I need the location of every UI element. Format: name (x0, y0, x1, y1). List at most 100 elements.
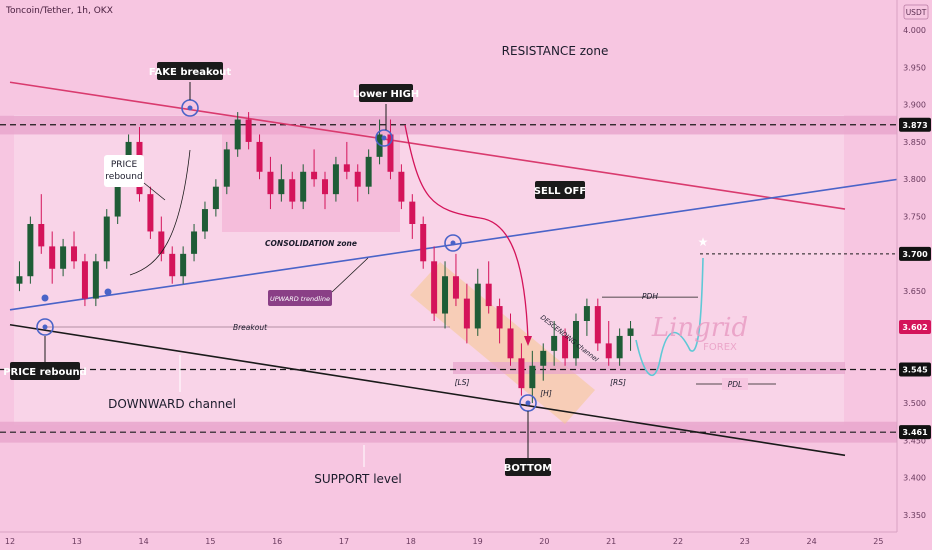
candle-body (289, 179, 296, 202)
candle-body (16, 276, 23, 284)
candle-body (507, 328, 514, 359)
candle-body (496, 306, 503, 329)
sell-off-arrow-head (524, 336, 532, 346)
candle-body (212, 186, 219, 210)
pivot-marker-dot (525, 400, 531, 406)
candle-body (311, 171, 318, 180)
candle-body (485, 283, 492, 307)
candle-body (365, 156, 372, 187)
candle-body (234, 119, 241, 150)
x-tick-label: 13 (72, 537, 82, 546)
candle-body (114, 179, 121, 217)
y-tick-label: 3.650 (903, 287, 926, 296)
upward-trendline-label: UPWARD trendline (270, 295, 330, 303)
price-tag (899, 319, 931, 334)
candle-body (223, 149, 230, 187)
x-tick-label: 17 (339, 537, 349, 546)
x-tick-label: 15 (205, 537, 215, 546)
candle-body (38, 224, 45, 247)
candle-body (27, 224, 34, 277)
pivot-marker-dot (381, 135, 387, 141)
x-tick-label: 18 (406, 537, 416, 546)
projected-path (635, 257, 704, 376)
price-tag-label: 3.700 (902, 250, 928, 259)
price-rebound-mid-label: rebound (105, 172, 142, 182)
candle-body (191, 231, 198, 254)
downward-channel-label: DOWNWARD channel (108, 397, 236, 411)
y-tick-label: 3.400 (903, 474, 926, 483)
candle-body (300, 171, 307, 202)
pivot-marker-dot (187, 105, 193, 111)
candle-body (387, 134, 394, 172)
candle-body (201, 209, 208, 232)
price-rebound-mid-box (104, 155, 144, 187)
candle-body (169, 253, 176, 277)
candle-body (474, 283, 481, 329)
candle-body (551, 335, 558, 351)
price-tag-label: 3.602 (902, 323, 927, 332)
fake-breakout-label: FAKE breakout (149, 67, 231, 78)
candle-body (147, 194, 154, 232)
price-rebound-left-label-bg (10, 362, 80, 380)
lower-high-label: Lower HIGH (353, 89, 419, 100)
candle-body (103, 216, 110, 262)
candle-body (267, 171, 274, 195)
x-tick-label: 12 (5, 537, 15, 546)
currency-label: USDT (906, 8, 927, 17)
price-rebound-left-label: PRICE rebound (3, 367, 87, 378)
upward-trendline-badge (268, 290, 332, 306)
x-tick-label: 20 (539, 537, 549, 546)
symbol-title: Toncoin/Tether, 1h, OKX (5, 6, 113, 16)
candle-body (49, 246, 56, 269)
candle-body (180, 253, 187, 277)
downward-channel-support-line (9, 323, 846, 457)
watermark-sub: FOREX (703, 342, 737, 353)
price-tag-label: 3.461 (902, 428, 928, 437)
resistance-trendline (9, 81, 846, 210)
candle-body (529, 365, 536, 389)
x-tick-label: 16 (272, 537, 282, 546)
price-tag (899, 362, 931, 377)
x-tick-label: 22 (673, 537, 683, 546)
left-shoulder-label: [LS] (455, 378, 470, 387)
candle-body (442, 276, 449, 314)
head-shoulders-neckline-box (453, 362, 845, 374)
candle-body (321, 179, 329, 195)
support-level-label: SUPPORT level (314, 472, 401, 486)
price-tag (899, 117, 931, 132)
candle-body (627, 328, 634, 336)
trendline-touch-dot (41, 294, 49, 302)
x-tick-label: 24 (807, 537, 817, 546)
candle-body (463, 298, 470, 329)
candle-body (332, 164, 339, 195)
y-tick-label: 3.350 (903, 511, 926, 520)
sell-off-arrow (404, 124, 529, 341)
resistance-zone-label: RESISTANCE zone (502, 44, 609, 58)
price-tag-label: 3.545 (902, 366, 928, 375)
candle-body (256, 141, 263, 172)
y-tick-label: 3.850 (903, 138, 926, 147)
candle-body (343, 164, 350, 172)
candle-body (594, 306, 601, 344)
candle-body (616, 335, 623, 359)
zone-band (0, 421, 897, 443)
pdl-label: PDL (728, 380, 742, 389)
pivot-marker-dot (450, 240, 456, 246)
candle-body (409, 201, 416, 224)
upward-trendline-pointer (331, 257, 369, 293)
bottom-label: BOTTOM (504, 463, 552, 474)
rebound-curve (129, 149, 191, 276)
candle-body (518, 358, 525, 389)
candle-body (278, 179, 285, 195)
pivot-marker-circle (444, 234, 462, 252)
pdh-label: PDH (642, 292, 658, 301)
x-tick-label: 23 (740, 537, 750, 546)
y-tick-label: 3.950 (903, 63, 926, 72)
price-tag (899, 246, 931, 261)
pdl-label-bg (722, 378, 748, 390)
candle-body (420, 224, 427, 262)
candle-body (158, 231, 165, 254)
rebound-arrow (143, 182, 166, 201)
candle-body (60, 246, 67, 269)
